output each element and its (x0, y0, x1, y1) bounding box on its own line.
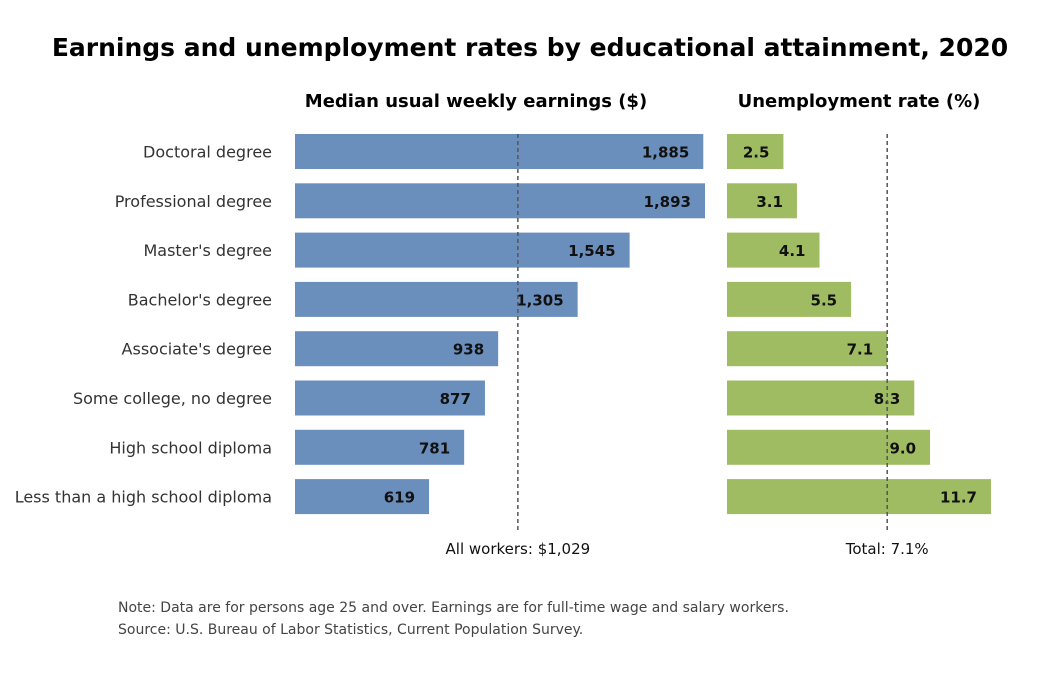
unemployment-bar (727, 281, 852, 317)
earnings-value-label: 877 (440, 390, 471, 408)
earnings-value-label: 1,545 (568, 242, 615, 260)
unemployment-value-label: 2.5 (743, 144, 770, 162)
earnings-value-label: 1,893 (644, 193, 691, 211)
unemployment-panel-title: Unemployment rate (%) (738, 91, 981, 112)
unemployment-reference-label: Total: 7.1% (845, 540, 929, 558)
earnings-panel-title: Median usual weekly earnings ($) (305, 91, 647, 112)
earnings-value-label: 1,885 (642, 144, 689, 162)
earnings-value-label: 938 (453, 341, 484, 359)
category-label: Professional degree (115, 192, 272, 211)
earnings-value-label: 619 (384, 489, 415, 507)
earnings-bar (295, 331, 499, 367)
unemployment-value-label: 7.1 (847, 341, 874, 359)
chart-title: Earnings and unemployment rates by educa… (52, 33, 1008, 62)
unemployment-value-label: 5.5 (811, 291, 838, 309)
earnings-bar (295, 479, 430, 515)
category-label: Associate's degree (122, 340, 272, 359)
unemployment-value-label: 9.0 (889, 439, 916, 457)
unemployment-value-label: 3.1 (756, 193, 783, 211)
unemployment-value-label: 8.3 (874, 390, 901, 408)
category-label: Doctoral degree (143, 143, 272, 162)
chart-source: Source: U.S. Bureau of Labor Statistics,… (118, 622, 583, 638)
category-label: Master's degree (143, 241, 272, 260)
unemployment-bar (727, 134, 784, 169)
earnings-reference-label: All workers: $1,029 (446, 540, 591, 558)
unemployment-bar (727, 232, 820, 268)
unemployment-bar (727, 183, 797, 219)
category-label: High school diploma (109, 438, 272, 457)
unemployment-bar (727, 479, 991, 515)
earnings-value-label: 781 (419, 439, 450, 457)
earnings-value-label: 1,305 (516, 291, 563, 309)
chart-note: Note: Data are for persons age 25 and ov… (118, 600, 789, 616)
category-label: Bachelor's degree (128, 290, 272, 309)
unemployment-value-label: 11.7 (940, 489, 977, 507)
earnings-bar (295, 281, 578, 317)
unemployment-bar (727, 380, 915, 416)
earnings-bar (295, 232, 630, 268)
category-label: Some college, no degree (73, 389, 272, 408)
earnings-bar (295, 183, 705, 219)
earnings-bar (295, 380, 485, 416)
unemployment-bar (727, 331, 888, 367)
unemployment-value-label: 4.1 (779, 242, 806, 260)
chart-marks: Doctoral degree Professional degree Master… (15, 134, 991, 558)
earnings-bar (295, 429, 465, 465)
unemployment-bar (727, 429, 931, 465)
category-label: Less than a high school diploma (15, 488, 272, 507)
earnings-bar (295, 134, 704, 169)
